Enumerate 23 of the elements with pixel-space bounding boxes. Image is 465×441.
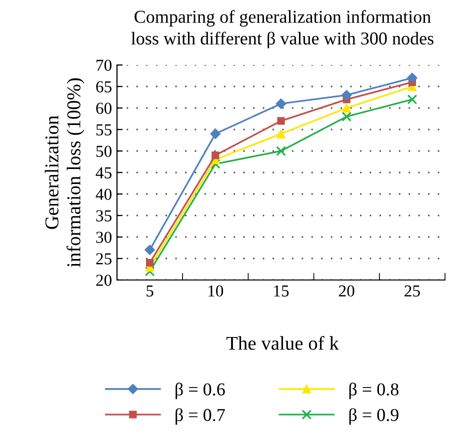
x-tick-label: 15 [274,285,289,297]
chart-title: Comparing of generalization information loss with different β value with 300 nodes [131,10,434,48]
legend-label: β = 0.6 [176,382,225,400]
x-tick-label: 20 [339,285,354,297]
y-tick-label: 25 [96,253,112,264]
y-tick-label: 55 [96,124,112,136]
legend-label: β = 0.9 [349,408,398,425]
x-tick-label: 5 [146,286,154,297]
legend-label: β = 0.8 [349,382,398,400]
y-tick-label: 65 [96,81,112,92]
y-axis-title: Generalization information loss (100%) [44,78,84,268]
x-tick-label: 10 [208,285,224,297]
y-tick-label: 40 [96,188,112,200]
x-axis-title: The value of k [226,336,339,350]
y-tick-label: 30 [96,232,112,243]
y-tick-label: 35 [96,210,112,222]
y-tick-label: 70 [96,60,112,71]
x-tick-label: 25 [404,285,420,297]
y-tick-label: 45 [96,167,112,178]
y-tick-label: 60 [96,102,112,114]
y-tick-label: 50 [96,146,112,157]
y-tick-label: 20 [96,274,112,286]
legend-label: β = 0.7 [176,408,225,425]
